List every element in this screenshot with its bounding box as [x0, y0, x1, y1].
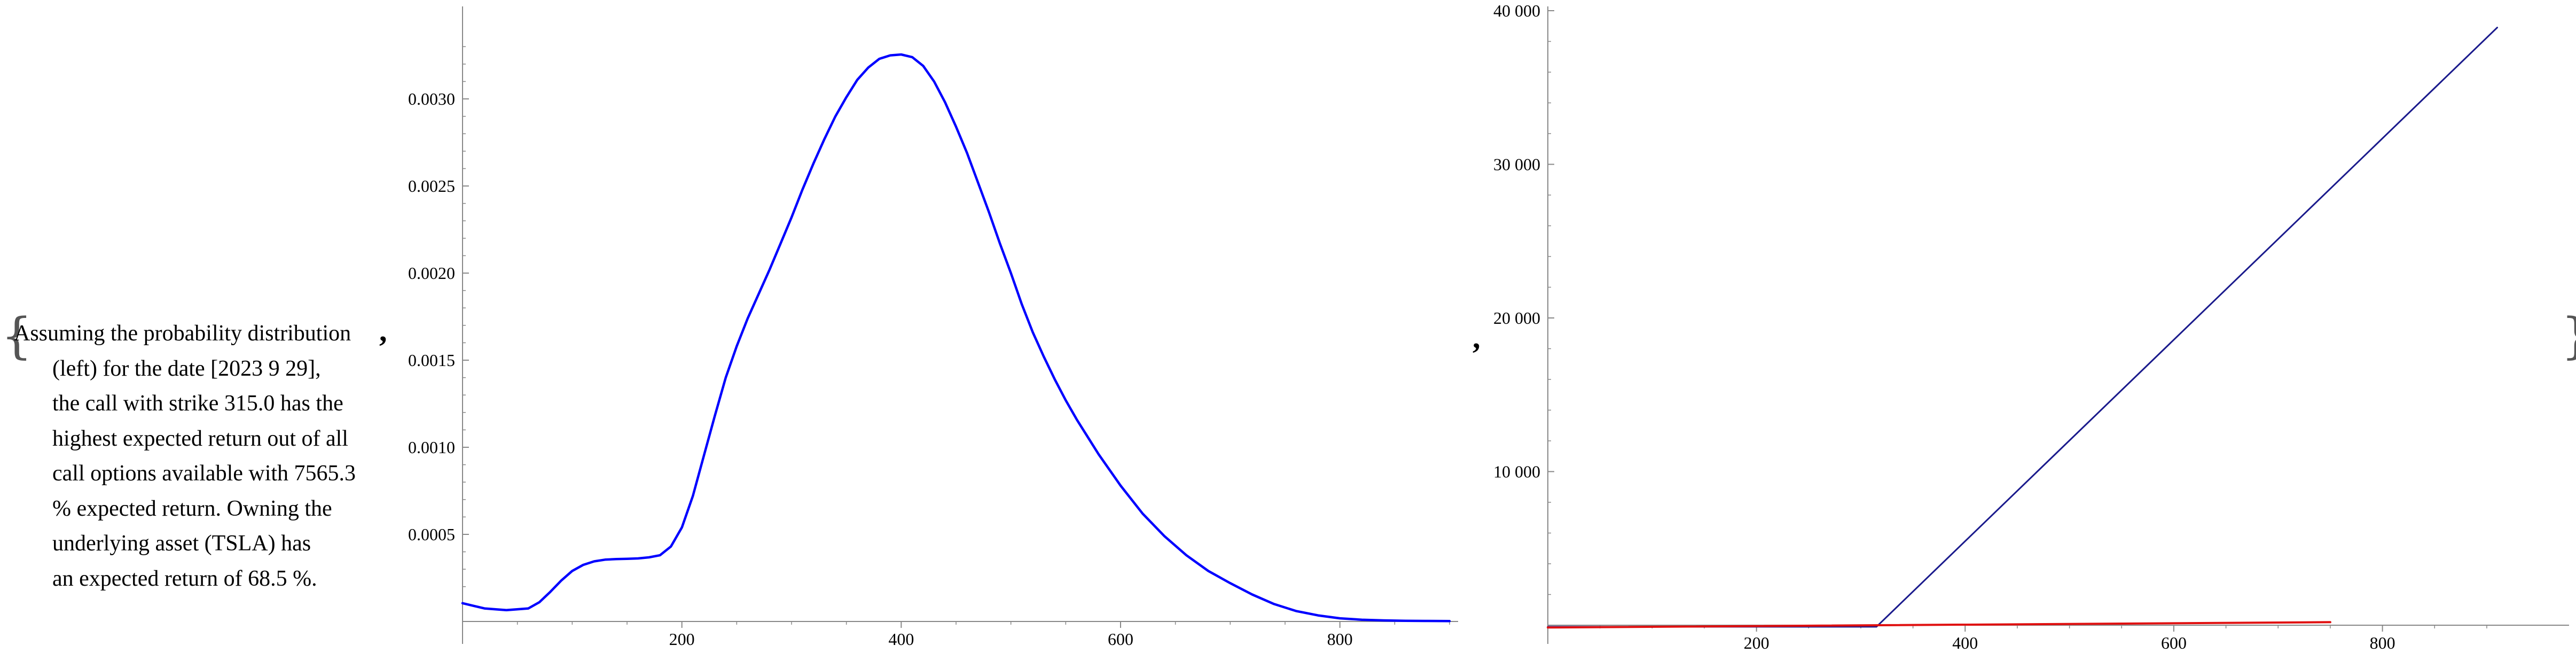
probability-density-chart: 200 400 600 800 0.0005 0.0010 0.0015 0.0020 0.00…: [408, 6, 1458, 649]
caption-line: (left) for the date [2023 9 29],: [52, 356, 321, 381]
x-tick-label: 800: [2370, 633, 2395, 652]
y-tick-label: 40 000: [1493, 1, 1540, 20]
y-tick-label: 0.0020: [408, 263, 455, 283]
caption-line: call options available with 7565.3: [52, 461, 356, 486]
call-payoff-series-line: [1547, 27, 2498, 628]
result-caption: Assuming the probability distribution (l…: [14, 316, 382, 596]
caption-line: an expected return of 68.5 %.: [52, 566, 317, 591]
caption-line: underlying asset (TSLA) has: [52, 531, 311, 556]
x-tick-label: 400: [1952, 633, 1978, 652]
y-tick-label: 0.0025: [408, 176, 455, 196]
x-tick-label: 200: [1744, 633, 1769, 652]
x-tick-label: 200: [669, 629, 695, 649]
y-tick-label: 30 000: [1493, 155, 1540, 174]
x-tick-label: 800: [1327, 629, 1353, 649]
x-tick-label: 400: [888, 629, 914, 649]
caption-line: Assuming the probability distribution: [14, 321, 351, 346]
open-brace: {: [1, 307, 33, 364]
asset-payoff-series-line: [1547, 621, 2331, 629]
x-tick-label: 600: [1108, 629, 1133, 649]
y-tick-label: 20 000: [1493, 308, 1540, 328]
y-tick-label: 0.0015: [408, 351, 455, 370]
payoff-chart: 200 400 600 800 10 000 20 000 30 000 40 000: [1493, 1, 2569, 652]
y-tick-label: 0.0010: [408, 438, 455, 457]
density-series-line: [461, 53, 1451, 623]
y-tick-label: 10 000: [1493, 462, 1540, 481]
list-separator: ,: [1473, 320, 1481, 355]
x-tick-label: 600: [2161, 633, 2187, 652]
caption-line: highest expected return out of all: [52, 426, 348, 451]
y-tick-label: 0.0005: [408, 525, 455, 544]
caption-line: % expected return. Owning the: [52, 496, 332, 521]
list-separator: ,: [379, 313, 387, 348]
caption-line: the call with strike 315.0 has the: [52, 391, 343, 416]
close-brace: }: [2561, 312, 2576, 361]
y-tick-label: 0.0030: [408, 89, 455, 108]
